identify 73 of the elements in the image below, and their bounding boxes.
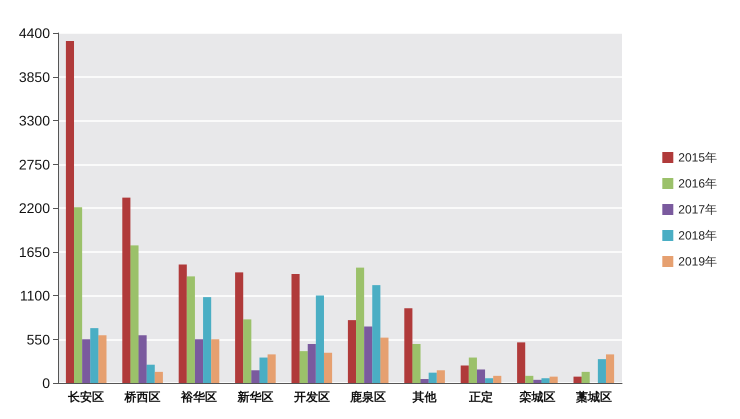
bar (372, 285, 380, 383)
y-tick-label: 2200 (18, 200, 50, 216)
bar (348, 320, 356, 383)
bar (316, 296, 324, 383)
bar (550, 376, 558, 383)
legend-label: 2017年 (678, 202, 718, 216)
x-tick-label: 开发区 (292, 390, 330, 404)
legend-label: 2018年 (678, 228, 718, 242)
bar (74, 207, 82, 383)
bar (380, 338, 389, 383)
bar (251, 370, 260, 383)
x-tick-label: 鹿泉区 (349, 390, 386, 404)
bar (130, 245, 139, 383)
bar (460, 366, 469, 383)
bar (541, 378, 550, 383)
bar (90, 328, 98, 383)
bar (138, 335, 147, 383)
bar (525, 376, 534, 383)
bar (308, 344, 316, 383)
bar (436, 370, 445, 383)
bar (468, 358, 477, 383)
bar (420, 379, 429, 383)
x-tick-label: 裕华区 (180, 390, 217, 404)
bar (268, 354, 276, 383)
y-tick-label: 1650 (18, 244, 50, 260)
y-tick-label: 3850 (18, 68, 50, 85)
y-tick-label: 4400 (18, 25, 50, 41)
bar (476, 369, 486, 383)
y-tick-label: 0 (42, 375, 50, 391)
bar (203, 297, 212, 383)
y-tick-label: 1100 (20, 288, 50, 304)
x-tick-label: 栾城区 (518, 390, 556, 404)
bar (356, 268, 364, 383)
y-tick-label: 550 (26, 331, 50, 348)
bar (364, 326, 372, 383)
x-tick-label: 长安区 (67, 390, 104, 404)
bar (186, 276, 195, 383)
y-tick-label: 2750 (18, 156, 50, 172)
y-tick-label: 3300 (18, 112, 50, 128)
bar (517, 342, 526, 383)
bar (194, 339, 204, 383)
bar (122, 198, 130, 383)
bar (412, 344, 421, 383)
bar (533, 380, 542, 383)
legend-label: 2019年 (678, 254, 718, 268)
bar (178, 264, 187, 383)
bar (324, 352, 332, 383)
bar (606, 354, 614, 383)
bar (428, 372, 437, 383)
x-tick-label: 新华区 (236, 390, 274, 404)
bar (582, 372, 590, 383)
bar (259, 358, 268, 383)
bar (211, 339, 220, 383)
bar (300, 351, 308, 383)
bar (598, 359, 606, 383)
bar (404, 308, 412, 383)
legend-label: 2015年 (678, 150, 718, 164)
legend-label: 2016年 (678, 176, 718, 190)
bar (66, 40, 74, 383)
bar (493, 376, 502, 383)
x-tick-label: 其他 (412, 390, 438, 404)
x-tick-label: 藁城区 (574, 390, 612, 404)
x-tick-label: 正定 (468, 390, 493, 404)
bar (146, 364, 155, 383)
x-tick-label: 桥西区 (124, 390, 161, 404)
bar (485, 378, 494, 383)
bar (82, 339, 90, 383)
bar (235, 272, 244, 383)
bar (243, 319, 252, 383)
bar (291, 274, 300, 383)
bar (98, 335, 107, 383)
bar (154, 372, 163, 383)
bar (573, 376, 582, 383)
